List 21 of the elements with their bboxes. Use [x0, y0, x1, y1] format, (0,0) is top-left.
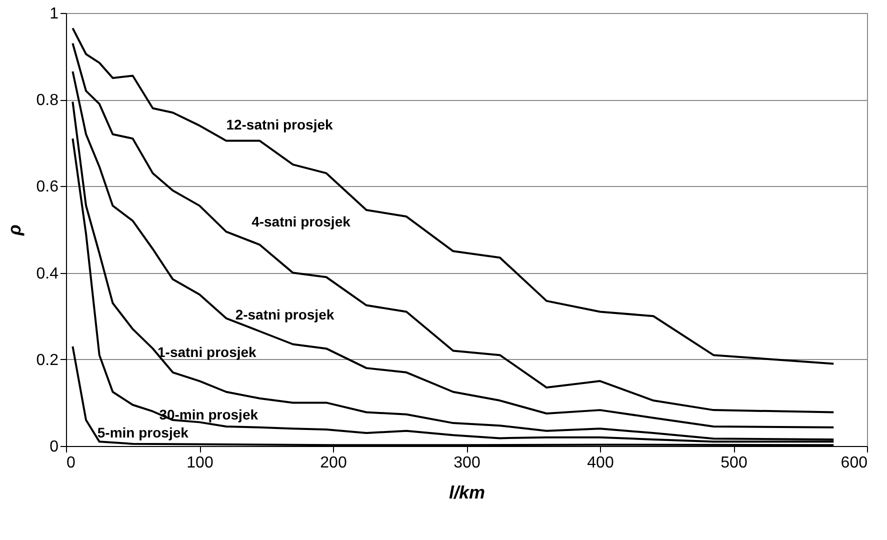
x-tick-label: 300: [454, 454, 480, 472]
y-tick-label: 0.4: [36, 265, 59, 282]
y-tick-label: 0: [50, 438, 59, 456]
annotation: 1-satni prosjek: [158, 344, 257, 360]
x-tick-label: 100: [186, 454, 214, 472]
y-tick-label: 0.2: [36, 352, 59, 369]
x-axis-title: l/km: [448, 482, 486, 502]
y-tick-label: 1: [50, 6, 59, 22]
annotation: 5-min prosjek: [97, 424, 189, 441]
y-axis-title: ρ: [4, 224, 24, 236]
y-tick-label: 0.6: [36, 178, 59, 196]
x-tick-label: 600: [840, 454, 868, 472]
annotation: 2-satni prosjek: [235, 306, 334, 323]
x-tick-label: 400: [587, 454, 614, 472]
x-tick-label: 0: [66, 454, 76, 472]
annotation: 4-satni prosjek: [252, 214, 351, 230]
y-tick-label: 0.8: [36, 92, 59, 110]
annotation: 12-satni prosjek: [226, 116, 334, 133]
x-tick-label: 200: [320, 454, 347, 472]
line-series: [72, 27, 835, 365]
x-tick-label: 500: [720, 454, 748, 472]
